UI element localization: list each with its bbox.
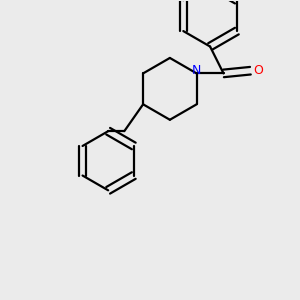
- Text: N: N: [192, 64, 201, 77]
- Text: O: O: [254, 64, 263, 77]
